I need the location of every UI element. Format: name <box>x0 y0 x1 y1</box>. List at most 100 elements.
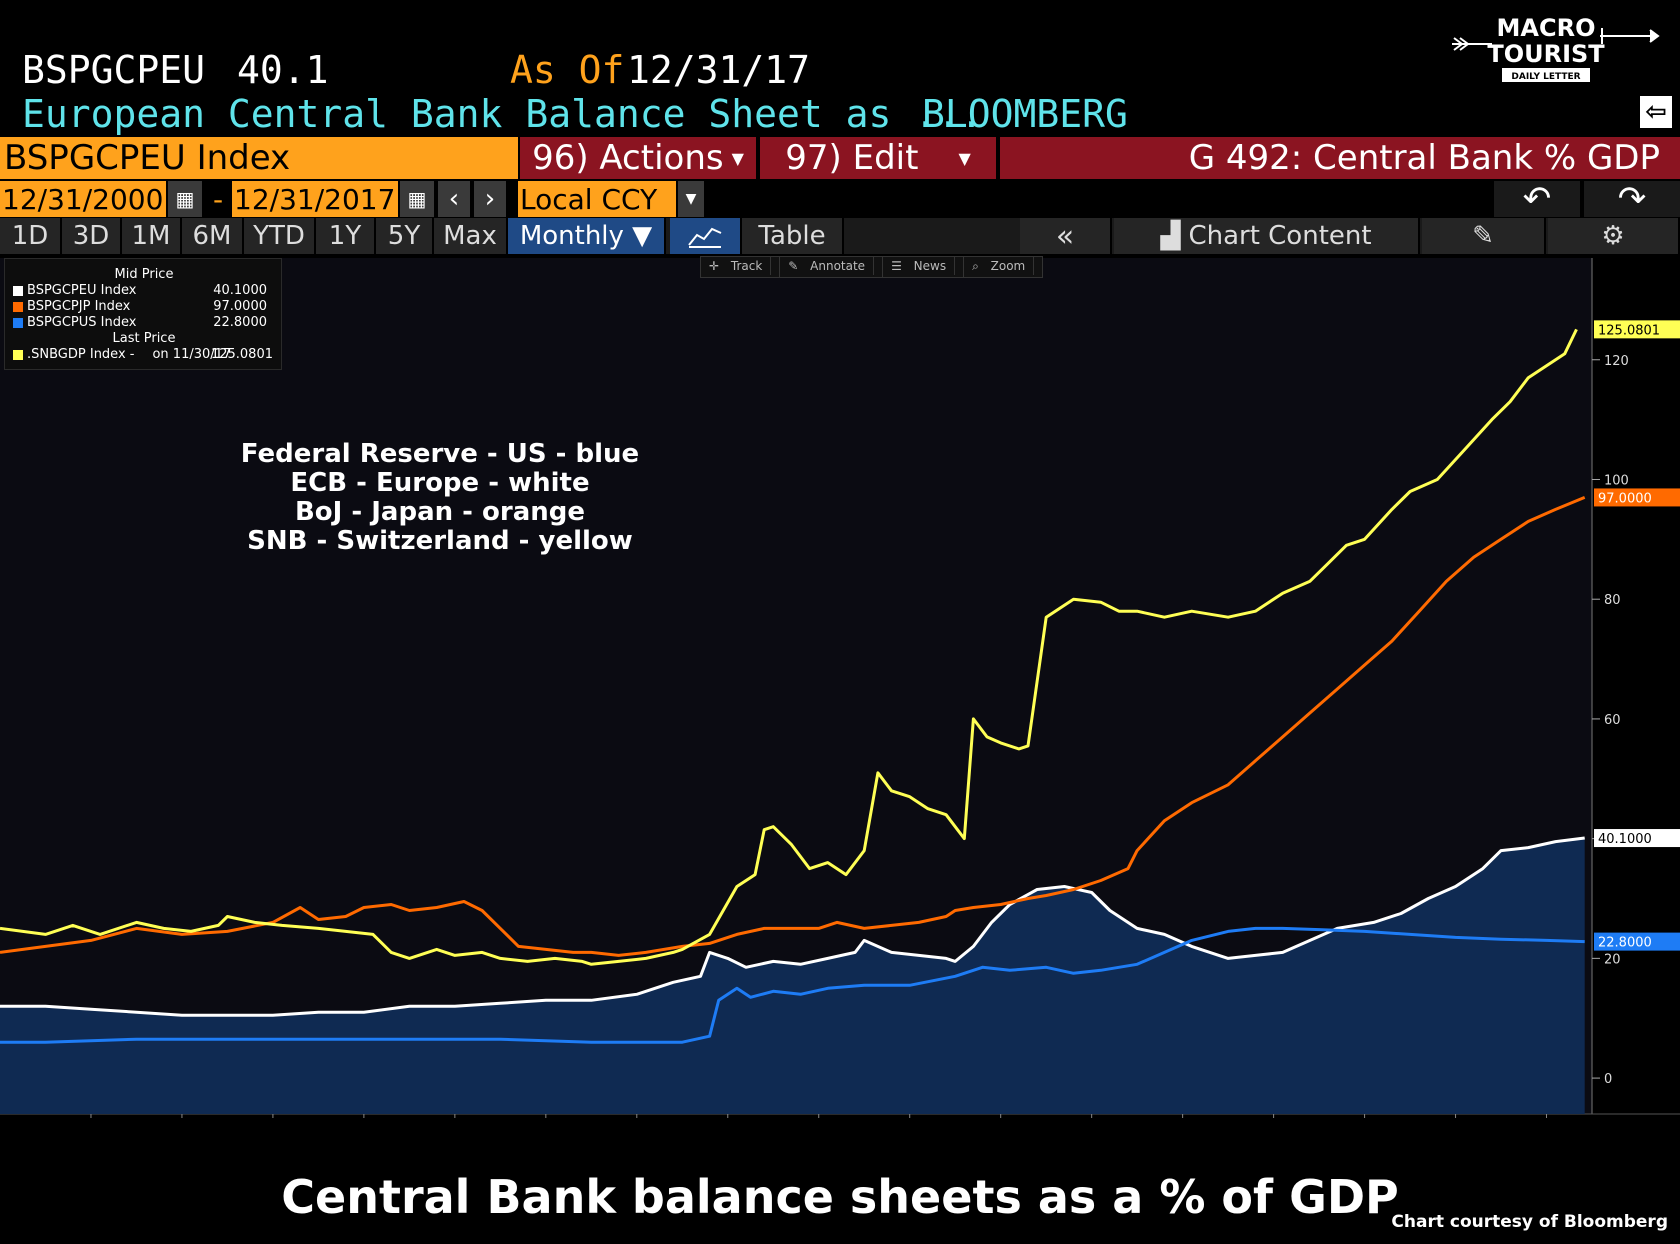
period-1y[interactable]: 1Y <box>316 218 376 254</box>
collapse-icon[interactable]: « <box>1020 218 1112 254</box>
legend-date: on 11/30/17 <box>152 347 232 362</box>
annotate-label: Annotate <box>802 257 875 275</box>
chart-caption: Central Bank balance sheets as a % of GD… <box>281 1170 1399 1224</box>
track-label: Track <box>722 257 772 275</box>
chevron-down-icon[interactable]: ▼ <box>678 181 704 217</box>
undo-icon[interactable]: ↶ <box>1494 179 1580 219</box>
command-bar: BSPGCPEU Index 96) Actions ▼ 97) Edit ▼ G … <box>0 137 1680 179</box>
last-value-label: 125.0801 <box>1598 323 1660 338</box>
y-tick-label: 120 <box>1604 354 1629 369</box>
period-1m[interactable]: 1M <box>122 218 182 254</box>
calendar-icon[interactable]: ▦ <box>168 181 202 217</box>
period-5y[interactable]: 5Y <box>376 218 434 254</box>
last-value-tag <box>1594 829 1680 848</box>
page-title: G 492: Central Bank % GDP <box>1000 137 1680 179</box>
start-date-input[interactable]: 12/31/2000 <box>0 181 166 217</box>
last-value-label: 40.1000 <box>1598 832 1652 847</box>
legend-mid-price-label: Mid Price <box>114 267 174 282</box>
legend-value: 40.1000 <box>213 283 267 298</box>
line-chart-icon[interactable] <box>670 218 742 254</box>
annotation-line: BoJ - Japan - orange <box>294 497 585 527</box>
end-date-input[interactable]: 12/31/2017 <box>232 181 398 217</box>
chart-content-button[interactable]: ▟ Chart Content <box>1114 218 1420 254</box>
annotation-line: SNB - Switzerland - yellow <box>247 526 633 556</box>
chart-area[interactable]: 020406080100120 200120022003200420052006… <box>0 258 1680 1118</box>
y-tick-label: 0 <box>1604 1072 1612 1087</box>
legend-name: .SNBGDP Index - <box>27 347 135 362</box>
actions-label: 96) Actions <box>532 138 724 178</box>
ticker: BSPGCPEU <box>22 48 206 92</box>
exit-icon[interactable]: ⇦ <box>1640 96 1672 128</box>
chevron-left-icon[interactable]: ‹ <box>438 181 470 217</box>
currency-select[interactable]: Local CCY <box>518 181 676 217</box>
period-1d[interactable]: 1D <box>0 218 62 254</box>
y-tick-label: 20 <box>1604 952 1621 967</box>
news-label: News <box>905 257 956 275</box>
legend-swatch <box>13 349 23 360</box>
period-bar: 1D 3D 1M 6M YTD 1Y 5Y Max Monthly ▼ Tabl… <box>0 218 1680 254</box>
legend-row: BSPGCPJP Index 97.0000 <box>13 299 275 314</box>
legend-name: BSPGCPUS Index <box>27 315 137 330</box>
chevron-down-icon: ▼ <box>731 148 744 168</box>
chevron-right-icon[interactable]: › <box>474 181 506 217</box>
zoom-label: Zoom <box>982 257 1035 275</box>
last-value-label: 22.8000 <box>1598 936 1652 951</box>
legend-swatch <box>13 285 23 296</box>
track-tool[interactable]: ✛ Track <box>701 257 781 277</box>
edit-label: 97) Edit <box>785 138 919 178</box>
legend-row: .SNBGDP Index - on 11/30/17 125.0801 <box>13 347 275 362</box>
chevron-down-icon: ▼ <box>958 148 971 168</box>
snb-series-line <box>0 328 1578 966</box>
security-description: European Central Bank Balance Sheet as .… <box>22 92 983 136</box>
edit-menu[interactable]: 97) Edit ▼ <box>760 137 998 179</box>
bar-chart-icon: ▟ <box>1160 221 1181 251</box>
chart-credit: Chart courtesy of Bloomberg <box>1391 1212 1668 1232</box>
last-value-tag <box>1594 320 1680 339</box>
table-button[interactable]: Table <box>742 218 844 254</box>
start-date-text: 12/31/2000 <box>2 182 164 216</box>
date-separator: - <box>212 182 224 216</box>
chart-content-label: Chart Content <box>1188 221 1372 251</box>
legend-row: BSPGCPEU Index 40.1000 <box>13 283 275 298</box>
chart-annotation: Federal Reserve - US - blue ECB - Europe… <box>200 440 680 556</box>
end-date-text: 12/31/2017 <box>234 182 396 216</box>
currency-text: Local CCY <box>520 182 658 216</box>
fed-series-line <box>0 926 1585 1044</box>
legend-value: 97.0000 <box>213 299 267 314</box>
macro-tourist-logo: MACRO TOURIST DAILY LETTER <box>1452 14 1660 82</box>
ecb-series-area <box>0 838 1585 1114</box>
y-tick-label: 80 <box>1604 593 1621 608</box>
logo-text-3: DAILY LETTER <box>1511 72 1580 82</box>
security-field-text: BSPGCPEU Index <box>4 138 291 178</box>
gear-icon[interactable]: ⚙ <box>1548 218 1680 254</box>
period-3d[interactable]: 3D <box>62 218 122 254</box>
period-ytd[interactable]: YTD <box>244 218 316 254</box>
boj-series-line <box>0 496 1586 957</box>
as-of-date: 12/31/17 <box>627 48 811 92</box>
news-tool[interactable]: ☰ News <box>883 257 965 277</box>
frequency-select[interactable]: Monthly ▼ <box>508 218 666 254</box>
as-of-label: As Of <box>510 48 625 92</box>
legend-swatch <box>13 301 23 312</box>
page-title-text: G 492: Central Bank % GDP <box>1188 138 1660 178</box>
edit-chart-icon[interactable]: ✎ <box>1422 218 1546 254</box>
calendar-icon[interactable]: ▦ <box>400 181 434 217</box>
legend-swatch <box>13 317 23 328</box>
zoom-tool[interactable]: ⌕ Zoom <box>964 257 1042 277</box>
security-field[interactable]: BSPGCPEU Index <box>0 137 518 179</box>
last-value-tag <box>1594 488 1680 507</box>
legend-row: BSPGCPUS Index 22.8000 <box>13 315 275 330</box>
redo-icon[interactable]: ↷ <box>1584 179 1680 219</box>
ecb-series-line <box>0 836 1585 1017</box>
period-max[interactable]: Max <box>434 218 508 254</box>
legend-value: 22.8000 <box>213 315 267 330</box>
data-source: BLOOMBERG <box>922 92 1128 136</box>
annotate-tool[interactable]: ✎ Annotate <box>780 257 884 277</box>
ticker-value: 40.1 <box>237 48 329 92</box>
last-value-label: 97.0000 <box>1598 491 1652 506</box>
actions-menu[interactable]: 96) Actions ▼ <box>520 137 758 179</box>
annotation-line: ECB - Europe - white <box>290 468 590 498</box>
period-6m[interactable]: 6M <box>182 218 244 254</box>
logo-text-1: MACRO <box>1497 14 1596 42</box>
chart-legend: Mid Price BSPGCPEU Index 40.1000 BSPGCPJP… <box>4 258 282 370</box>
